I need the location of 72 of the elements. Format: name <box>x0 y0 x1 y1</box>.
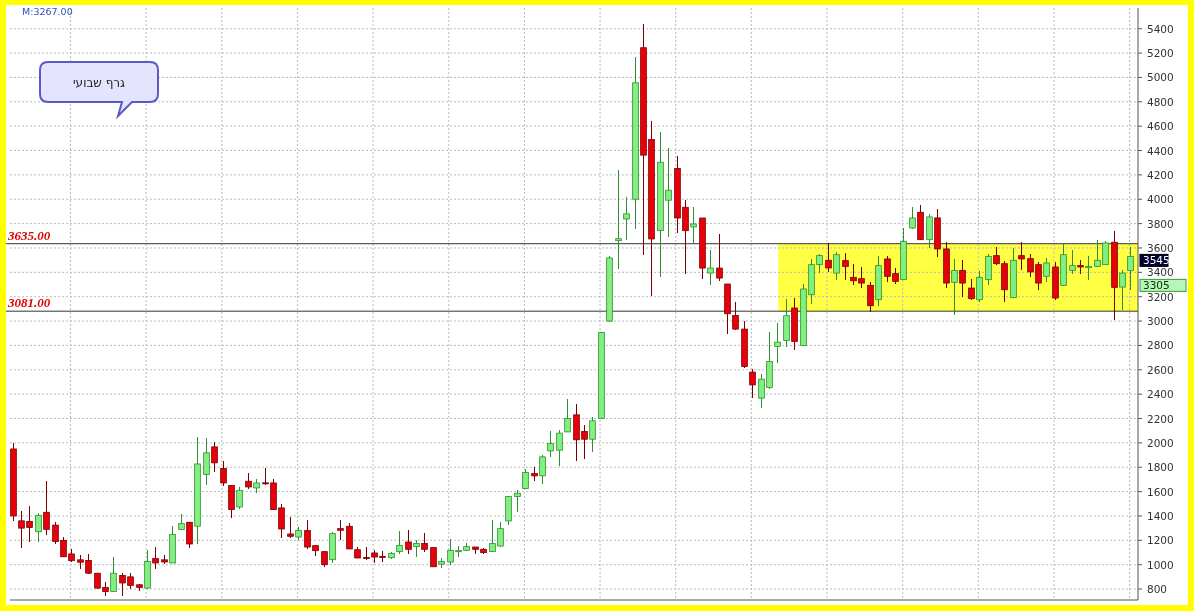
y-tick-label: 2600 <box>1147 363 1174 376</box>
candlestick <box>152 546 159 570</box>
y-tick-label: 4800 <box>1147 95 1174 108</box>
y-tick-label: 1400 <box>1147 509 1174 522</box>
candlestick <box>405 529 412 555</box>
y-tick-label: 5000 <box>1147 71 1174 84</box>
candlestick <box>716 233 723 282</box>
candlestick <box>220 460 227 487</box>
candlestick <box>926 213 933 249</box>
candlestick <box>959 259 966 298</box>
candlestick <box>1043 257 1050 283</box>
candlestick <box>968 278 975 301</box>
annotation: M:3267.00 <box>22 6 73 17</box>
candlestick <box>774 322 781 364</box>
candlestick <box>203 437 210 486</box>
candlestick <box>539 454 546 485</box>
y-tick-label: 4000 <box>1147 193 1174 206</box>
ref-line-label: 3081.00 <box>7 295 51 311</box>
y-tick-label: 1200 <box>1147 534 1174 547</box>
candlestick <box>690 206 697 244</box>
y-tick-label: 2400 <box>1147 388 1174 401</box>
y-tick-label: 5200 <box>1147 47 1174 60</box>
y-tick-label: 3000 <box>1147 315 1174 328</box>
candlestick <box>43 480 50 536</box>
candlestick <box>1119 269 1126 311</box>
candlestick <box>985 253 992 286</box>
candlestick <box>707 249 714 286</box>
candlestick <box>749 368 756 399</box>
candlestick <box>396 530 403 555</box>
candlestick <box>211 441 218 473</box>
candlestick <box>623 196 630 241</box>
y-tick-label: 1600 <box>1147 485 1174 498</box>
candlestick <box>186 521 193 549</box>
candlestick <box>236 486 243 510</box>
candlestick <box>825 242 832 273</box>
candlestick <box>842 252 849 281</box>
y-tick-label: 4200 <box>1147 168 1174 181</box>
y-tick-label: 800 <box>1147 583 1168 596</box>
y-tick-label: 2800 <box>1147 339 1174 352</box>
candlestick <box>287 516 294 539</box>
candlestick <box>110 556 117 593</box>
candlestick <box>514 489 521 513</box>
candlestick <box>337 519 344 541</box>
y-tick-label: 3200 <box>1147 290 1174 303</box>
y-tick-label: 1800 <box>1147 461 1174 474</box>
y-tick-label: 3400 <box>1147 266 1174 279</box>
ref-line-label: 3635.00 <box>7 227 51 243</box>
candlestick <box>547 430 554 458</box>
candlestick <box>35 512 42 543</box>
y-tick-label: 2000 <box>1147 436 1174 449</box>
candlestick <box>1018 241 1025 271</box>
candlestick <box>732 301 739 331</box>
candlestick <box>976 270 983 303</box>
y-tick-label: 2200 <box>1147 412 1174 425</box>
annotation: גרף שבועי <box>72 76 126 90</box>
candlestick <box>833 251 840 281</box>
y-tick-label: 5400 <box>1147 22 1174 35</box>
candlestick <box>1127 246 1134 291</box>
candlestick <box>1069 249 1076 275</box>
y-tick-label: 4400 <box>1147 144 1174 157</box>
candlestick <box>421 532 428 553</box>
candlestick <box>867 281 874 313</box>
y-tick-label: 1000 <box>1147 558 1174 571</box>
y-tick-label: 4600 <box>1147 120 1174 133</box>
candlestick <box>951 258 958 316</box>
text: 3545 <box>1143 254 1170 267</box>
candlestick <box>1085 255 1092 281</box>
candlestick <box>615 169 622 270</box>
text: 3305 <box>1143 279 1170 292</box>
candlestick <box>589 416 596 453</box>
y-tick-label: 3800 <box>1147 217 1174 230</box>
y-tick-label: 3600 <box>1147 241 1174 254</box>
